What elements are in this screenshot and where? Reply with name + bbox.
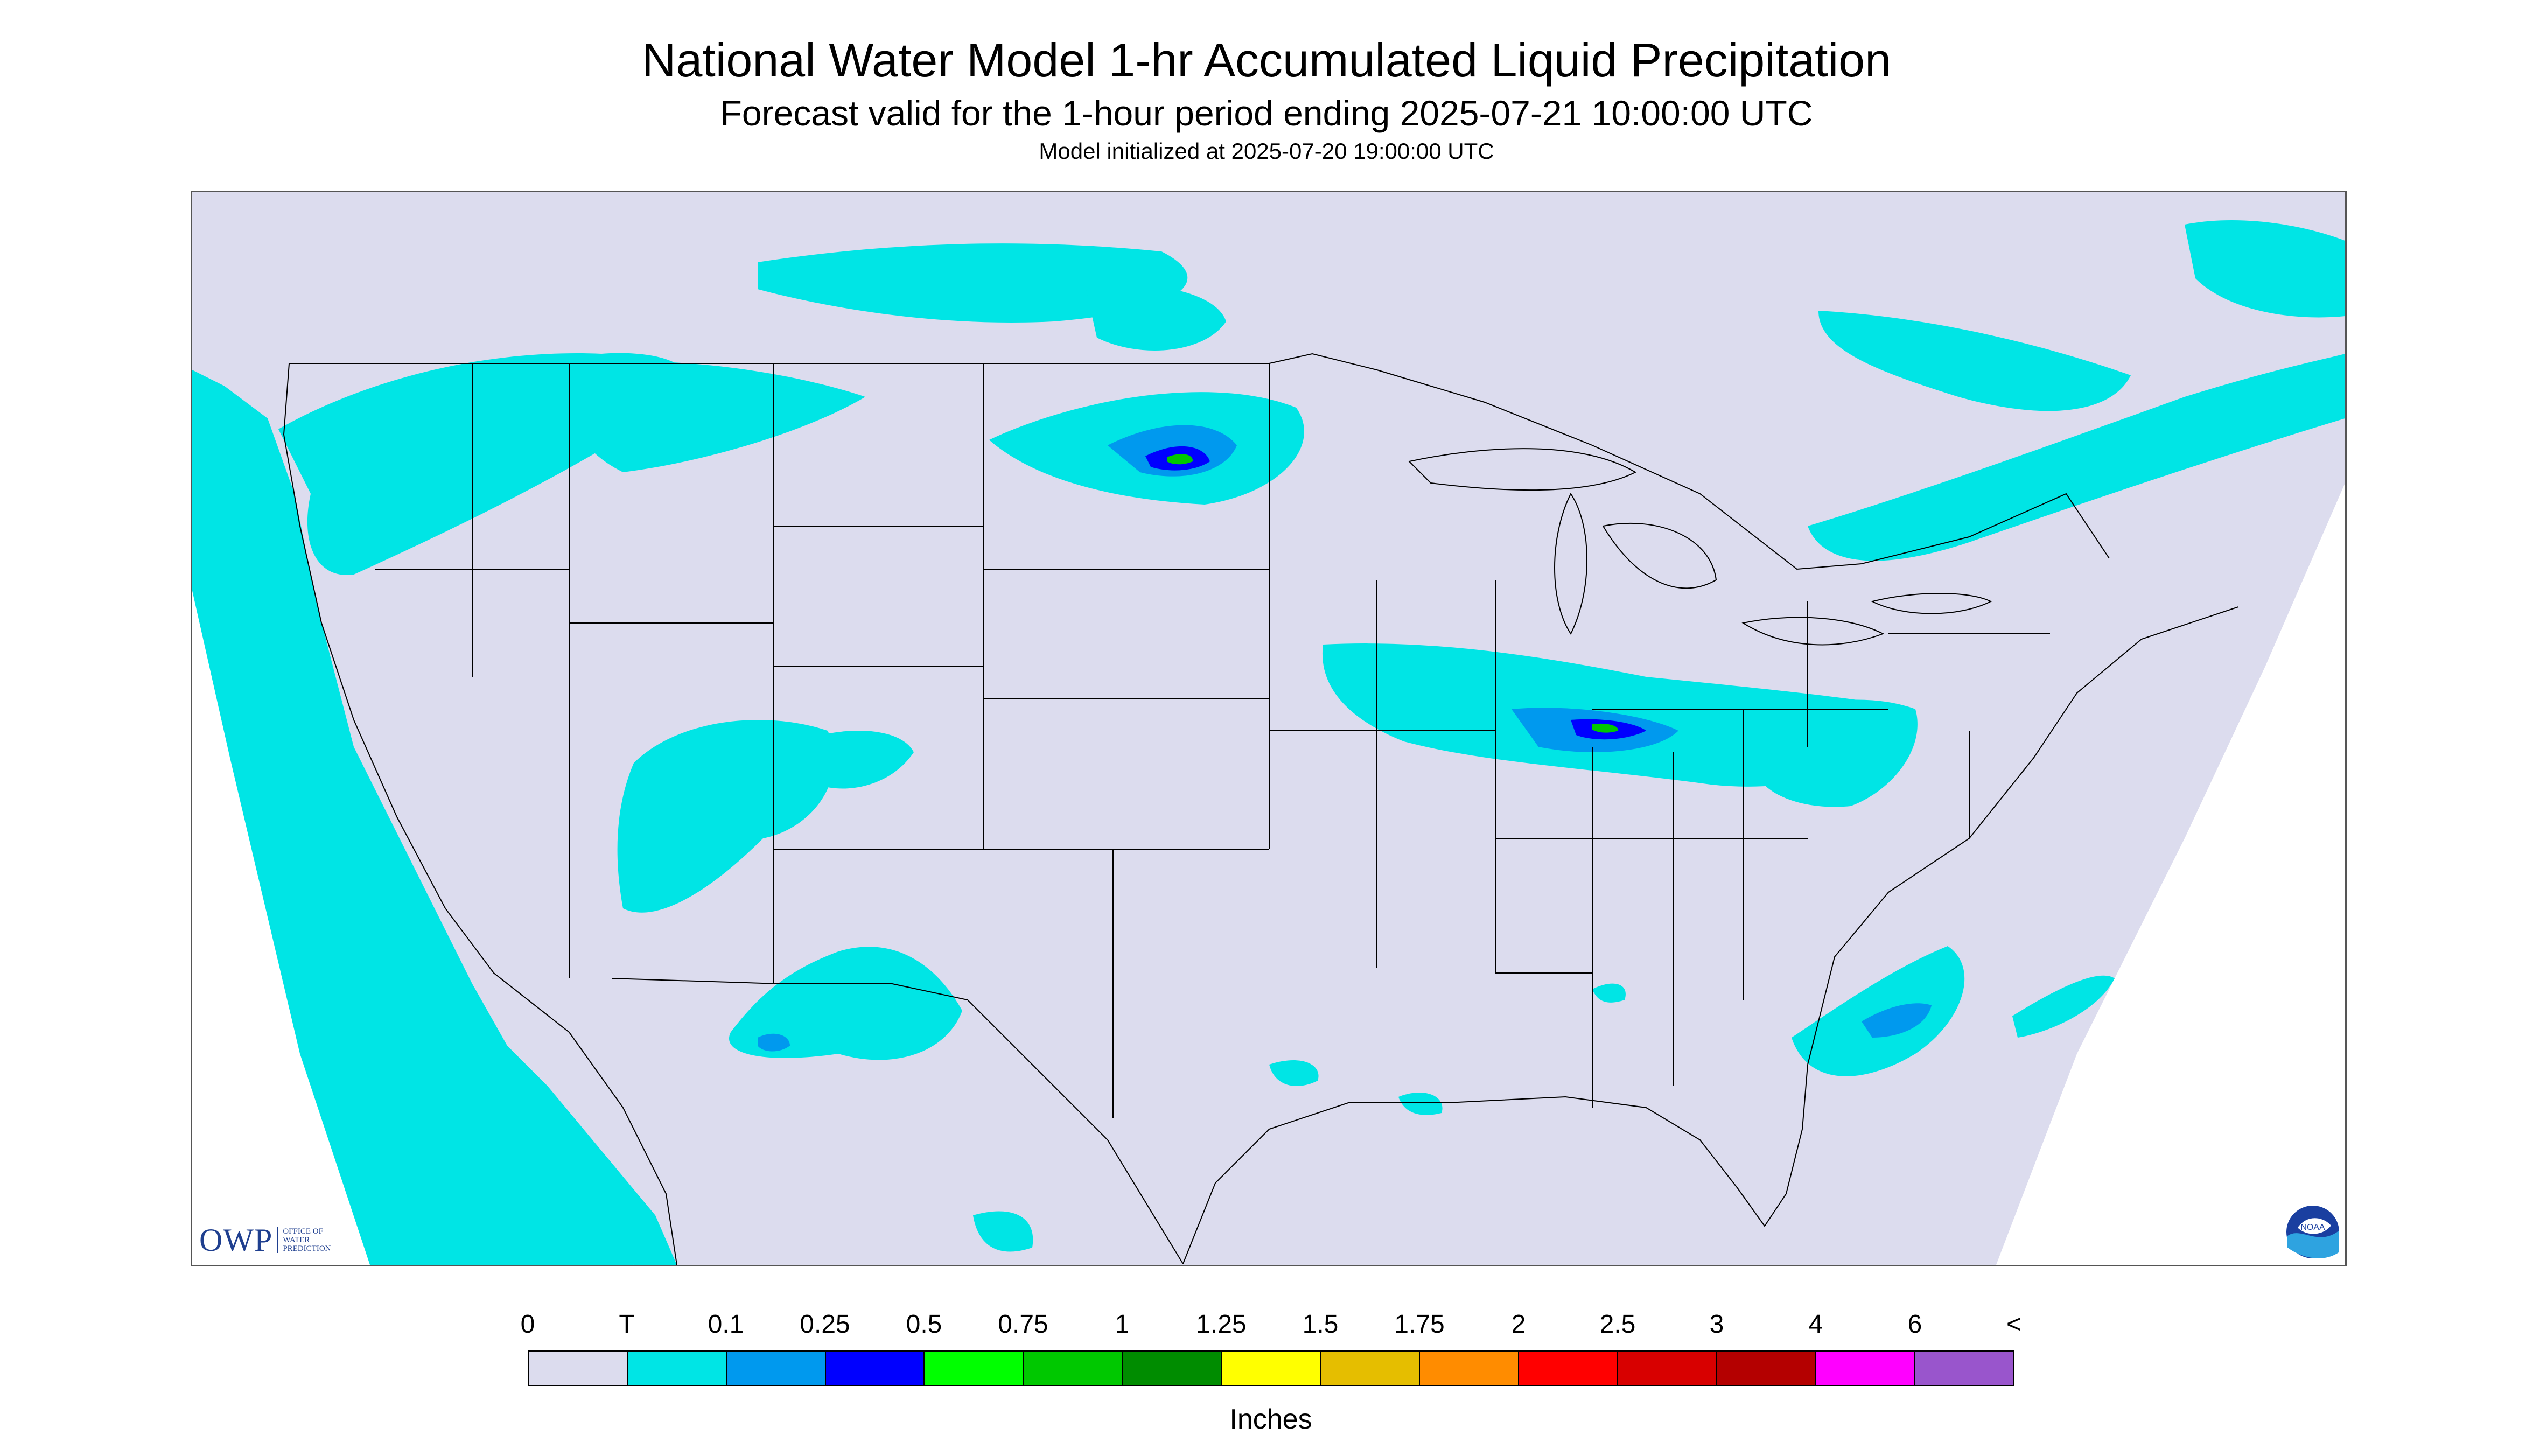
legend-swatch <box>1122 1350 1222 1386</box>
owp-logo: OWP OFFICE OF WATER PREDICTION <box>199 1221 342 1259</box>
legend-swatch <box>824 1350 925 1386</box>
precip-dakota-peak <box>1167 454 1193 465</box>
legend-tick-label: 0 <box>520 1310 535 1339</box>
legend-units-label: Inches <box>1229 1404 1312 1435</box>
noaa-logo-text: NOAA <box>2300 1223 2325 1232</box>
legend-swatch <box>1221 1350 1321 1386</box>
legend-tick-label: 1 <box>1115 1310 1130 1339</box>
legend-tick-label: < <box>2006 1310 2022 1339</box>
legend-swatch <box>923 1350 1024 1386</box>
legend-swatch <box>1319 1350 1420 1386</box>
legend-tick-label: 6 <box>1907 1310 1922 1339</box>
precip-pacific-coast <box>192 370 634 1265</box>
precip-colorado <box>817 731 914 789</box>
legend-tick-label: T <box>619 1310 635 1339</box>
model-init-time: Model initialized at 2025-07-20 19:00:00… <box>1039 138 1494 164</box>
precip-ohio-valley-peak <box>1592 723 1619 733</box>
precip-atlantic-east <box>2012 975 2115 1038</box>
precip-northeast-band <box>1808 354 2345 561</box>
legend-tick-label: 2 <box>1511 1310 1526 1339</box>
precip-legend: 0 T 0.1 0.25 0.5 0.75 1 1.25 1.5 1.75 2 2.5 3 4 6 < Inc… <box>521 1292 2021 1454</box>
owp-logo-mark: OWP <box>199 1222 273 1258</box>
legend-tick-label: 1.5 <box>1302 1310 1339 1339</box>
precip-four-corners <box>617 720 835 913</box>
legend-swatch <box>1815 1350 1915 1386</box>
owp-logo-text: OFFICE OF WATER PREDICTION <box>277 1227 342 1253</box>
legend-tick-label: 3 <box>1709 1310 1724 1339</box>
legend-tick-label: 0.5 <box>906 1310 942 1339</box>
legend-tick-label: 1.25 <box>1196 1310 1247 1339</box>
legend-tick-label: 0.25 <box>800 1310 850 1339</box>
precip-atlantic-offshore-core <box>1862 1003 1932 1038</box>
political-boundaries <box>283 353 2239 1265</box>
legend-tick-label: 0.75 <box>998 1310 1048 1339</box>
legend-swatch <box>1517 1350 1618 1386</box>
legend-swatch <box>1617 1350 1717 1386</box>
legend-swatch <box>1023 1350 1123 1386</box>
map-canvas <box>192 220 2345 1265</box>
forecast-valid-subtitle: Forecast valid for the 1-hour period end… <box>720 93 1813 133</box>
precipitation-map[interactable] <box>191 191 2347 1266</box>
legend-tick-label: 2.5 <box>1599 1310 1636 1339</box>
map-title: National Water Model 1-hr Accumulated Li… <box>641 33 1892 87</box>
legend-swatch <box>725 1350 826 1386</box>
legend-swatch <box>1418 1350 1519 1386</box>
legend-tick-label: 0.1 <box>708 1310 744 1339</box>
precip-gulf-scattered <box>1269 983 1626 1115</box>
precip-canada-prairies <box>758 243 1188 323</box>
legend-swatch <box>1716 1350 1816 1386</box>
precip-montana-band <box>558 361 865 472</box>
legend-swatch <box>528 1350 628 1386</box>
outside-domain-left <box>192 591 370 1265</box>
precip-labrador <box>2185 220 2345 318</box>
precip-arizona-cell <box>758 1033 790 1052</box>
legend-swatch <box>626 1350 727 1386</box>
precip-baja-coast <box>451 1000 677 1265</box>
legend-swatch <box>1914 1350 2014 1386</box>
precip-manitoba <box>1086 285 1226 351</box>
legend-tick-label: 4 <box>1808 1310 1823 1339</box>
legend-color-bar <box>528 1350 2014 1386</box>
precip-new-mexico <box>729 947 962 1060</box>
precip-mexico-south <box>973 1211 1033 1252</box>
outside-domain-right <box>1996 483 2345 1265</box>
precip-atlantic-offshore <box>1792 946 1965 1076</box>
precip-quebec <box>1818 311 2131 411</box>
legend-tick-label: 1.75 <box>1394 1310 1445 1339</box>
noaa-logo: NOAA <box>2285 1205 2340 1259</box>
precip-mid-atlantic <box>1754 699 1918 807</box>
